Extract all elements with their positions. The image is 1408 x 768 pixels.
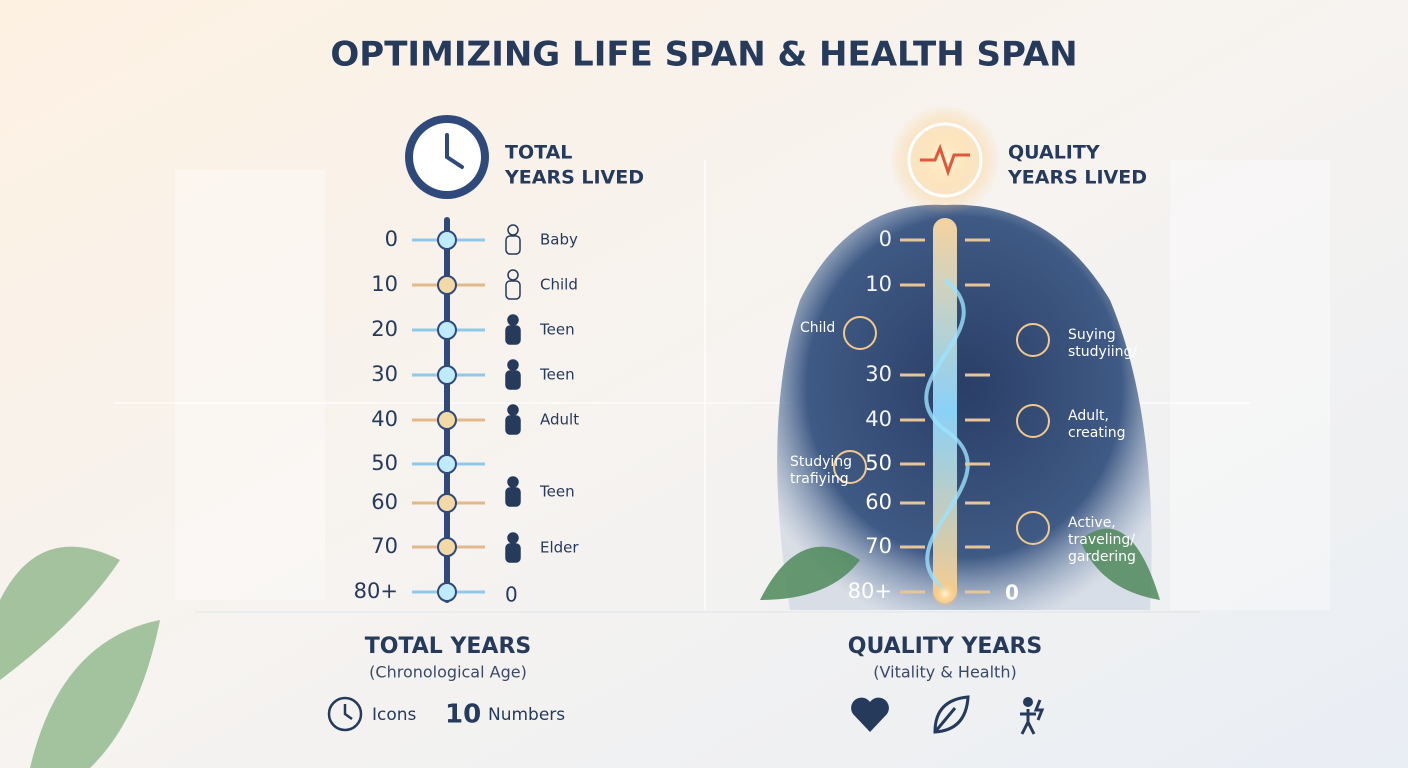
stage-icon-body [505, 487, 521, 507]
stage-icon-head [507, 269, 519, 281]
stage-icon-body [505, 235, 521, 255]
stage-icon-body [505, 325, 521, 345]
stage-end-label: 0 [505, 583, 518, 607]
stage-icon-head [507, 314, 519, 326]
right-heading: QUALITY [1008, 142, 1100, 164]
building-silhouette [175, 170, 325, 600]
legend-label: Icons [372, 705, 417, 725]
right-heading: YEARS LIVED [1007, 167, 1147, 189]
heart-icon [851, 697, 889, 732]
stage-icon-head [507, 224, 519, 236]
activity-icon [843, 316, 877, 350]
heartbeat-icon [920, 143, 970, 177]
age-label: 40 [371, 407, 398, 431]
stage-label: Teen [539, 366, 575, 384]
tick-dot [437, 365, 457, 385]
tick-dot [437, 320, 457, 340]
activity-icon [1016, 511, 1050, 545]
legend-clock-hands [343, 704, 353, 721]
activity-label: Adult, [1068, 408, 1109, 424]
leaf-icon [933, 695, 970, 734]
age-label: 60 [371, 490, 398, 514]
left-scale: 0 10 20 30 40 50 60 70 80+ Baby Child Teen Teen Adult… [354, 224, 579, 607]
age-label: 50 [865, 451, 892, 475]
age-label: 80+ [354, 579, 398, 603]
tick-dot [437, 230, 457, 250]
age-label: 10 [865, 272, 892, 296]
age-label: 0 [385, 227, 398, 251]
activity-icon [1016, 323, 1050, 357]
right-footer-title: QUALITY YEARS [848, 634, 1043, 659]
age-label: 10 [371, 272, 398, 296]
age-label: 80+ [848, 579, 892, 603]
building-silhouette [1170, 160, 1330, 610]
activity-label: Child [800, 320, 835, 336]
activity-label: gardering [1068, 549, 1136, 565]
plant-decoration [0, 546, 160, 768]
age-label: 70 [865, 534, 892, 558]
stage-label: Adult [540, 411, 579, 429]
clock-hands [445, 133, 464, 169]
stage-icon-head [507, 359, 519, 371]
person-icon [1023, 697, 1033, 707]
stage-icon-body [505, 543, 521, 563]
quality-thermometer [933, 218, 957, 603]
stage-icon-head [507, 476, 519, 488]
leaf-decoration [760, 528, 1160, 600]
right-scale: 0 10 30 40 50 60 70 80+ Child Suyingstudyiing/Adu… [790, 227, 1137, 603]
right-footer-subtitle: (Vitality & Health) [873, 663, 1016, 682]
stage-icon-head [507, 404, 519, 416]
left-heading: TOTAL [505, 142, 572, 164]
legend-clock-icon [327, 696, 363, 732]
heartbeat-ring [907, 122, 983, 198]
age-label: 50 [371, 451, 398, 475]
thermometer-bulb [931, 580, 959, 608]
activity-label: Studying [790, 454, 852, 470]
left-footer-title: TOTAL YEARS [365, 634, 531, 659]
stage-icon-head [507, 532, 519, 544]
tick-dot [437, 454, 457, 474]
left-heading: YEARS LIVED [504, 167, 644, 189]
activity-label: Suying [1068, 327, 1116, 343]
stage-label: Baby [540, 231, 578, 249]
age-label: 20 [371, 317, 398, 341]
activity-label: traveling/ [1068, 532, 1135, 548]
quality-background [777, 204, 1152, 610]
stage-icon-body [505, 370, 521, 390]
title: OPTIMIZING LIFE SPAN & HEALTH SPAN [330, 35, 1077, 75]
stage-icon-body [505, 415, 521, 435]
activity-label: studyiing/ [1068, 344, 1137, 360]
tick-dot [437, 493, 457, 513]
legend-label: Numbers [488, 705, 565, 725]
activity-label: creating [1068, 425, 1125, 441]
stage-label: Teen [539, 321, 575, 339]
age-label: 60 [865, 490, 892, 514]
age-label: 0 [879, 227, 892, 251]
right-end-label: 0 [1005, 581, 1019, 605]
activity-icon [1016, 404, 1050, 438]
legend-number: 10 [445, 700, 481, 730]
age-label: 30 [371, 362, 398, 386]
tick-dot [437, 275, 457, 295]
energy-swirl [924, 278, 970, 592]
activity-icon [833, 450, 867, 484]
stage-label: Elder [540, 539, 579, 557]
activity-label: trafiying [790, 471, 849, 487]
left-footer-subtitle: (Chronological Age) [369, 663, 527, 682]
stage-icon-body [505, 280, 521, 300]
activity-label: Active, [1068, 515, 1116, 531]
tick-dot [437, 537, 457, 557]
age-label: 40 [865, 407, 892, 431]
stage-label: Teen [539, 483, 575, 501]
age-label: 70 [371, 534, 398, 558]
tick-dot [437, 582, 457, 602]
age-label: 30 [865, 362, 892, 386]
stage-label: Child [540, 276, 578, 294]
tick-dot [437, 410, 457, 430]
person-energy-icon [1020, 699, 1045, 735]
